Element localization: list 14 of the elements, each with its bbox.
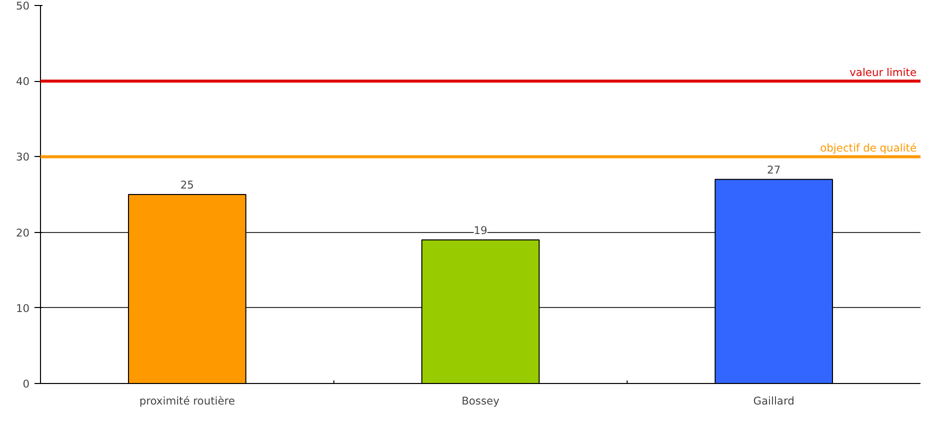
data-label: 27: [767, 163, 781, 176]
y-tick-label: 10: [16, 302, 30, 315]
y-tick-label: 20: [16, 226, 30, 240]
y-tick-label: 40: [16, 75, 30, 88]
data-label: 19: [474, 224, 488, 237]
ref-line-label: valeur limite: [850, 66, 917, 80]
data-label: 25: [180, 178, 194, 192]
ref-line-label: objectif de qualité: [820, 142, 917, 155]
y-tick-label: 30: [16, 150, 30, 164]
x-tick-label: Gaillard: [753, 394, 794, 408]
y-tick-label: 0: [22, 378, 30, 390]
x-tick-label: Bossey: [462, 394, 500, 408]
x-tick-label: proximité routière: [139, 394, 235, 408]
y-tick-label: 50: [16, 0, 30, 12]
